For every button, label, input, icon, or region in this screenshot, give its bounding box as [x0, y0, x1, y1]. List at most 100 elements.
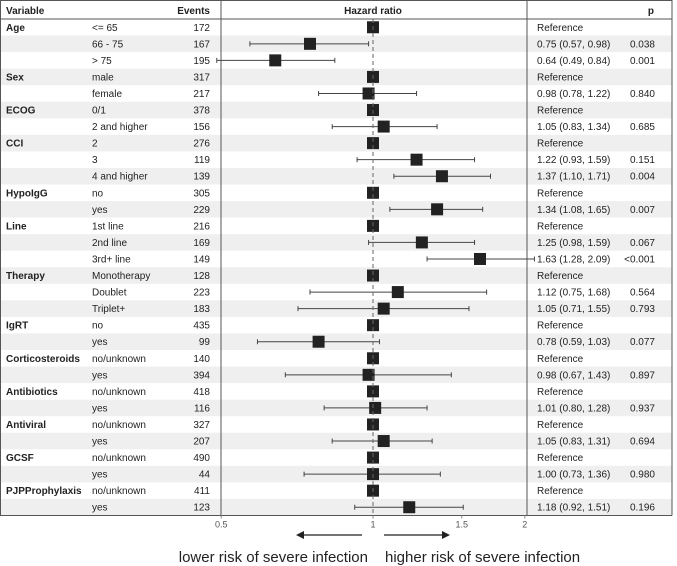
row-estimate: Reference [537, 188, 584, 199]
header-variable: Variable [6, 6, 45, 17]
row-events: 195 [193, 56, 210, 67]
plot-marks [216, 19, 535, 516]
row-p-value: 0.694 [630, 437, 655, 448]
row-events: 140 [193, 354, 210, 365]
row-events: 116 [194, 403, 210, 414]
row-events: 149 [193, 254, 210, 265]
row-estimate: 1.05 (0.83, 1.34) [537, 122, 610, 133]
hr-marker [362, 87, 375, 100]
row-level: female [92, 89, 122, 100]
row-estimate: 0.98 (0.67, 1.43) [537, 370, 610, 381]
x-tick-label: 2 [522, 520, 527, 530]
row-level: 3 [92, 155, 98, 166]
row-stripe [0, 134, 672, 152]
hr-marker [377, 120, 390, 133]
row-events: 305 [193, 188, 210, 199]
row-events: 378 [193, 106, 210, 117]
row-stripe [0, 201, 672, 218]
row-events: 172 [193, 23, 210, 34]
table-rows: Age <= 65 172 Reference 66 - 75 167 0.75 (0.57… [6, 23, 655, 514]
row-estimate: Reference [537, 72, 584, 83]
row-estimate: 1.18 (0.92, 1.51) [537, 503, 610, 514]
row-estimate: 0.98 (0.78, 1.22) [537, 89, 610, 100]
row-estimate: 1.25 (0.98, 1.59) [537, 238, 610, 249]
row-estimate: 1.63 (1.28, 2.09) [537, 254, 610, 265]
hr-marker [367, 451, 379, 464]
row-events: 44 [199, 470, 211, 481]
row-level: Triplet+ [92, 304, 125, 315]
row-events: 207 [193, 437, 210, 448]
hr-marker [367, 186, 379, 199]
higher-risk-label: higher risk of severe infection [385, 549, 580, 566]
row-estimate: 1.37 (1.10, 1.71) [537, 172, 610, 183]
row-events: 183 [193, 304, 210, 315]
lower-risk-label: lower risk of severe infection [179, 549, 368, 566]
row-events: 123 [193, 503, 210, 514]
row-level: 2 [92, 139, 98, 150]
row-level: 0/1 [92, 106, 106, 117]
row-estimate: Reference [537, 106, 584, 117]
row-level: no/unknown [92, 420, 146, 431]
row-stripe [0, 267, 672, 284]
row-p-value: 0.897 [630, 370, 655, 381]
row-stripe [0, 167, 672, 185]
row-events: 223 [193, 288, 210, 299]
row-p-value: 0.196 [630, 503, 655, 514]
hr-marker [312, 335, 325, 348]
hr-marker [269, 54, 282, 67]
row-stripe [0, 498, 672, 516]
row-variable: Antiviral [6, 420, 46, 431]
x-tick-label: 1.5 [456, 520, 469, 530]
row-level: no/unknown [92, 387, 146, 398]
row-events: 327 [193, 420, 210, 431]
row-level: Monotherapy [92, 271, 150, 282]
row-variable: Antibiotics [6, 387, 58, 398]
row-estimate: 0.64 (0.49, 0.84) [537, 56, 610, 67]
row-stripe [0, 101, 672, 119]
row-level: yes [92, 337, 108, 348]
row-estimate: 1.01 (0.80, 1.28) [537, 403, 610, 414]
hr-marker [362, 368, 375, 381]
row-level: yes [92, 503, 108, 514]
row-level: > 75 [92, 56, 112, 67]
row-events: 490 [193, 453, 210, 464]
row-p-value: 0.007 [630, 205, 655, 216]
row-level: 2 and higher [92, 122, 148, 133]
row-level: yes [92, 370, 108, 381]
row-level: <= 65 [92, 23, 118, 34]
row-events: 119 [194, 155, 210, 166]
row-events: 139 [193, 172, 210, 183]
row-p-value: 0.840 [630, 89, 655, 100]
hr-marker [403, 501, 416, 514]
row-events: 317 [193, 72, 210, 83]
right-arrow-head-icon [442, 531, 450, 539]
row-events: 128 [193, 271, 210, 282]
row-estimate: 1.12 (0.75, 1.68) [537, 288, 610, 299]
row-p-value: 0.793 [630, 304, 655, 315]
row-level: yes [92, 403, 108, 414]
row-variable: Corticosteroids [6, 354, 80, 365]
row-estimate: Reference [537, 221, 584, 232]
hr-marker [377, 302, 390, 315]
row-estimate: Reference [537, 354, 584, 365]
header-p: p [648, 6, 654, 17]
row-level: no/unknown [92, 486, 146, 497]
row-events: 394 [193, 370, 210, 381]
row-p-value: 0.001 [630, 56, 655, 67]
row-events: 217 [193, 89, 210, 100]
row-estimate: Reference [537, 387, 584, 398]
row-events: 229 [193, 205, 210, 216]
row-level: no/unknown [92, 354, 146, 365]
hr-marker [377, 435, 390, 448]
row-level: yes [92, 470, 108, 481]
row-variable: GCSF [6, 453, 34, 464]
hr-marker [391, 286, 404, 299]
row-events: 435 [193, 321, 210, 332]
row-level: 2nd line [92, 238, 127, 249]
risk-arrows [296, 531, 450, 539]
hr-marker [367, 269, 379, 282]
hr-marker [431, 203, 444, 216]
row-p-value: 0.980 [630, 470, 655, 481]
row-level: 3rd+ line [92, 254, 131, 265]
row-level: 66 - 75 [92, 39, 124, 50]
